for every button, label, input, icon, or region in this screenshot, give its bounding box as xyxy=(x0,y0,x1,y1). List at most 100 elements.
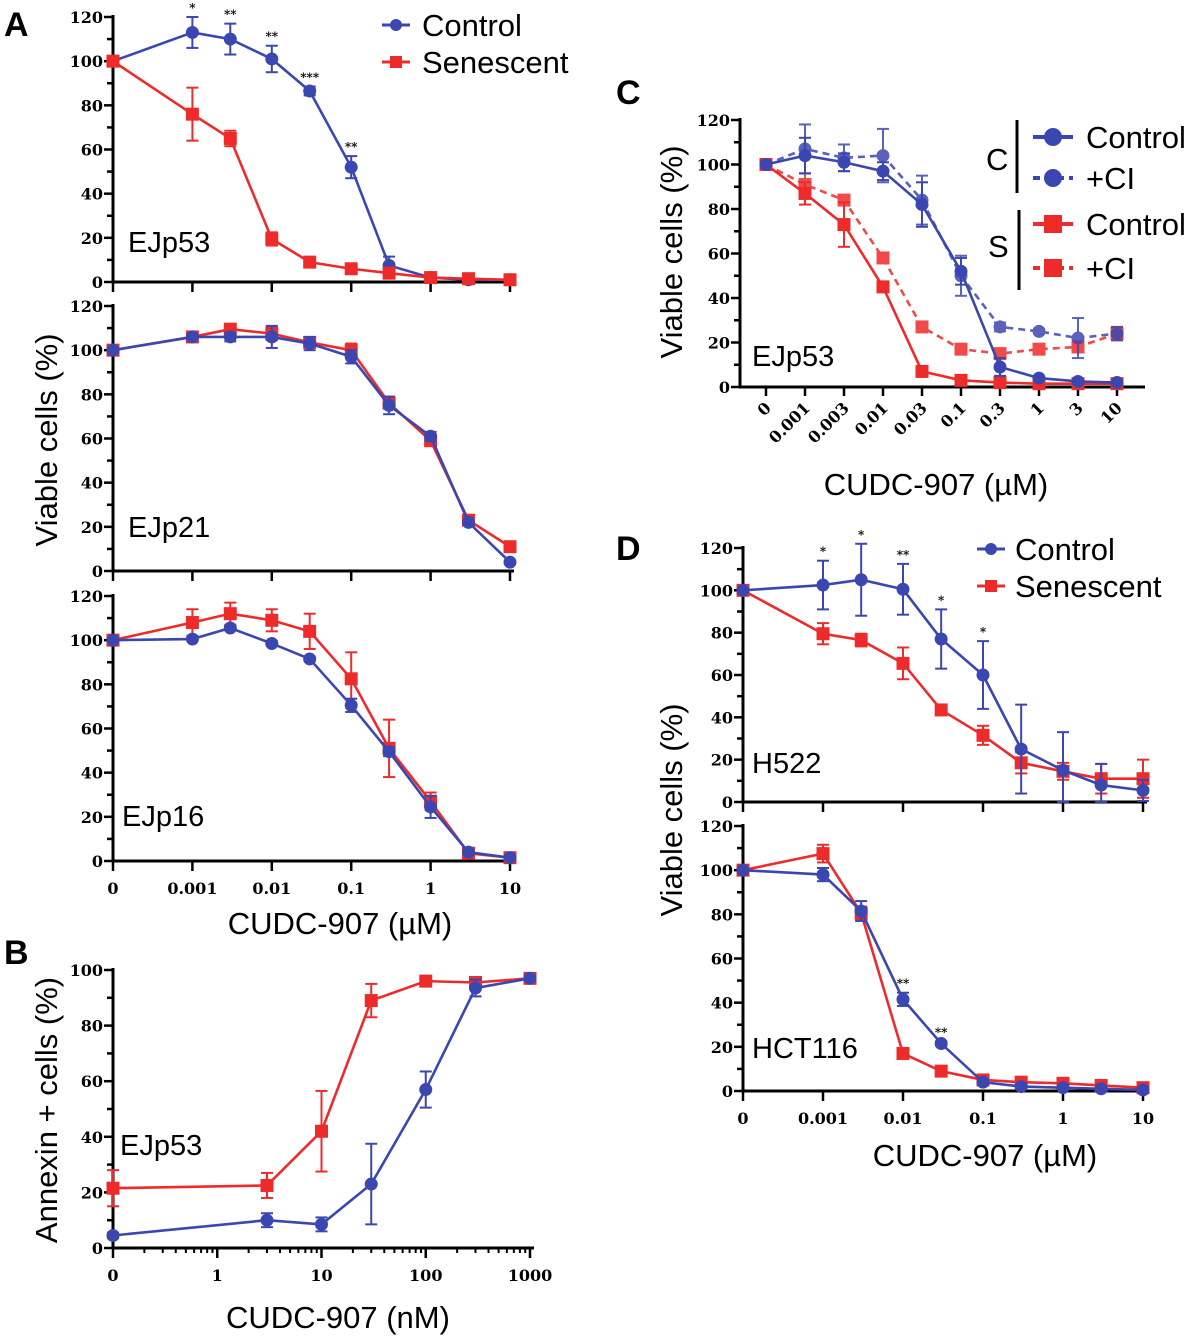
data-point xyxy=(223,330,237,344)
series-control xyxy=(106,971,537,1242)
series-line xyxy=(765,163,1117,385)
data-point xyxy=(106,54,120,68)
data-point xyxy=(382,745,396,759)
significance-marker: ** xyxy=(345,140,358,154)
x-tick-label: 0.1 xyxy=(969,1109,997,1128)
y-tick-label: 20 xyxy=(711,751,733,770)
significance-marker: * xyxy=(820,545,827,559)
y-tick-label: 120 xyxy=(70,297,103,316)
data-point xyxy=(896,656,910,670)
series-c-control xyxy=(759,136,1124,390)
data-point xyxy=(934,703,948,717)
x-tick-label: 0.01 xyxy=(884,1109,923,1128)
y-tick-label: 100 xyxy=(70,961,103,980)
cell-line-label: EJp53 xyxy=(120,1130,202,1162)
cell-line-label: HCT116 xyxy=(752,1033,858,1065)
y-tick-label: 40 xyxy=(711,994,733,1013)
data-point xyxy=(934,1064,948,1078)
series-line xyxy=(112,335,511,564)
data-point xyxy=(461,515,475,529)
legend-marker xyxy=(1044,215,1062,233)
significance-marker: * xyxy=(858,528,865,542)
y-tick-label: 20 xyxy=(81,229,103,248)
y-tick-label: 120 xyxy=(70,587,103,606)
data-point xyxy=(816,868,830,882)
x-tick-label: 0.003 xyxy=(804,398,853,447)
y-tick-label: 20 xyxy=(81,808,103,827)
x-tick-label: 0.1 xyxy=(937,398,970,431)
data-point xyxy=(315,1217,328,1231)
data-point xyxy=(185,107,199,121)
x-tick-label: 0.03 xyxy=(890,398,931,439)
series-senescent xyxy=(106,54,517,287)
series-s-ci xyxy=(759,158,1124,361)
data-point xyxy=(468,981,482,995)
series-line xyxy=(742,578,1144,792)
data-point xyxy=(106,633,120,647)
x-axis-label: CUDC-907 (µM) xyxy=(873,1138,1098,1173)
cell-line-label: H522 xyxy=(752,748,821,780)
cell-line-label: EJp21 xyxy=(128,512,210,544)
y-tick-label: 60 xyxy=(711,666,733,685)
data-point xyxy=(503,851,517,865)
data-point xyxy=(523,971,537,985)
y-tick-label: 0 xyxy=(92,562,103,581)
data-point xyxy=(382,398,396,412)
legend-marker xyxy=(985,580,997,592)
significance-marker: ** xyxy=(266,30,279,44)
data-point xyxy=(424,800,438,814)
y-tick-label: 60 xyxy=(81,141,103,160)
x-tick-label: 10 xyxy=(1132,1109,1154,1128)
cell-line-label: EJp16 xyxy=(122,801,204,833)
data-point xyxy=(1136,772,1150,786)
legend-marker xyxy=(1044,128,1062,146)
data-point xyxy=(424,429,438,443)
data-point xyxy=(185,330,199,344)
data-point xyxy=(185,632,199,646)
y-tick-label: 80 xyxy=(81,96,103,115)
x-tick-label: 10 xyxy=(499,879,521,898)
y-tick-label: 0 xyxy=(722,793,733,812)
cell-line-label: EJp53 xyxy=(128,227,210,259)
data-point xyxy=(503,540,517,554)
y-tick-label: 120 xyxy=(697,111,730,130)
x-tick-label: 10 xyxy=(1097,398,1126,427)
legend-label: Control xyxy=(1015,532,1115,567)
x-tick-label: 0.01 xyxy=(252,879,291,898)
data-point xyxy=(461,272,475,286)
data-point xyxy=(303,652,317,666)
series-line xyxy=(765,147,1118,340)
data-point xyxy=(223,32,237,46)
x-tick-label: 0.01 xyxy=(851,398,892,439)
data-point xyxy=(260,1213,274,1227)
subplot-a2: 0 20 40 60 80 100 120 EJp21 xyxy=(70,297,517,581)
series-line xyxy=(112,60,511,282)
data-point xyxy=(816,847,830,861)
data-point xyxy=(419,1083,433,1097)
data-point xyxy=(915,198,929,212)
data-point xyxy=(816,578,830,592)
y-tick-label: 40 xyxy=(81,1128,103,1147)
x-tick-label: 0.3 xyxy=(976,398,1009,431)
subplot-a3: 0 20 40 60 80 100 120 0 0.001 0.01 0.1 1 10 EJp16 CUDC… xyxy=(70,587,522,941)
series-c-ci xyxy=(759,123,1124,360)
legend-label: Control xyxy=(1086,207,1186,242)
data-point xyxy=(344,698,358,712)
data-point xyxy=(876,280,890,294)
data-point xyxy=(1056,763,1070,777)
x-axis-label: CUDC-907 (µM) xyxy=(824,467,1049,502)
y-tick-label: 80 xyxy=(81,675,103,694)
significance-marker: * xyxy=(189,1,196,15)
y-tick-label: 80 xyxy=(708,200,730,219)
y-tick-label: 40 xyxy=(708,289,730,308)
x-tick-label: 0 xyxy=(107,879,118,898)
data-point xyxy=(837,218,851,232)
series-line xyxy=(112,626,511,859)
legend-label: Control xyxy=(1086,120,1186,155)
data-point xyxy=(915,364,929,378)
data-point xyxy=(344,262,358,276)
data-point xyxy=(185,616,199,629)
